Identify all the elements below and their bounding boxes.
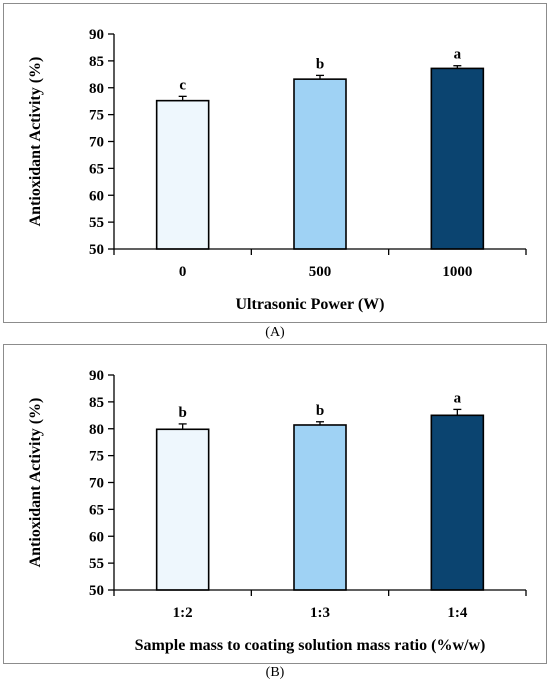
- significance-letter-0-0: c: [179, 77, 186, 93]
- x-tick-label-0-1: 500: [309, 264, 332, 280]
- y-tick-label-1-2: 60: [89, 529, 104, 545]
- significance-letter-1-2: a: [454, 390, 462, 406]
- caption-b: (B): [265, 665, 285, 680]
- y-tick-label-1-8: 90: [89, 368, 104, 384]
- bar-chart-a: c 0 b 500 a 1000 50 55 60 65 70 75 80 85 90 Antioxidant…: [27, 27, 527, 313]
- y-axis-title-0: Antioxidant Activity (%): [27, 57, 44, 227]
- y-tick-label-1-5: 75: [89, 449, 104, 465]
- x-tick-label-1-0: 1:2: [173, 605, 193, 621]
- significance-letter-0-1: b: [316, 56, 324, 72]
- y-tick-label-0-0: 50: [89, 242, 104, 258]
- x-tick-label-0-0: 0: [179, 264, 187, 280]
- bar-1-0: [155, 428, 210, 591]
- y-tick-label-1-4: 70: [89, 476, 104, 492]
- chart-panel-b: b 1:2 b 1:3 a 1:4 50 55 60 65 70 75 80 85 90 Antioxidan…: [3, 344, 547, 664]
- y-tick-label-0-7: 85: [89, 54, 104, 70]
- chart-panel-a: c 0 b 500 a 1000 50 55 60 65 70 75 80 85 90 Antioxidant…: [3, 3, 547, 323]
- significance-letter-0-2: a: [454, 47, 462, 63]
- bar-1-1: [293, 424, 347, 591]
- y-tick-label-0-1: 55: [89, 215, 104, 231]
- y-tick-label-1-7: 85: [89, 395, 104, 411]
- y-axis-title-1: Antioxidant Activity (%): [27, 398, 44, 568]
- y-tick-label-1-0: 50: [89, 583, 104, 599]
- y-tick-label-0-2: 60: [89, 188, 104, 204]
- bar-0-1: [293, 78, 347, 250]
- y-tick-label-0-3: 65: [89, 161, 104, 177]
- y-tick-label-0-5: 75: [89, 108, 104, 124]
- y-tick-label-0-6: 80: [89, 81, 104, 97]
- y-tick-label-1-3: 65: [89, 502, 104, 518]
- significance-letter-1-1: b: [316, 403, 324, 419]
- bar-0-2: [430, 67, 485, 250]
- x-tick-label-0-2: 1000: [442, 264, 472, 280]
- caption-a: (A): [265, 325, 285, 340]
- bar-chart-b: b 1:2 b 1:3 a 1:4 50 55 60 65 70 75 80 85 90 Antioxidan…: [27, 368, 527, 654]
- y-tick-label-1-6: 80: [89, 422, 104, 438]
- significance-letter-1-0: b: [178, 405, 186, 421]
- x-tick-label-1-2: 1:4: [447, 605, 467, 621]
- y-tick-label-0-4: 70: [89, 135, 104, 151]
- x-axis-title-0: Ultrasonic Power (W): [236, 296, 385, 313]
- bar-1-2: [430, 414, 485, 591]
- x-tick-label-1-1: 1:3: [310, 605, 330, 621]
- y-tick-label-1-1: 55: [89, 556, 104, 572]
- bar-0-0: [155, 99, 210, 250]
- x-axis-title-1: Sample mass to coating solution mass rat…: [135, 637, 486, 654]
- y-tick-label-0-8: 90: [89, 27, 104, 43]
